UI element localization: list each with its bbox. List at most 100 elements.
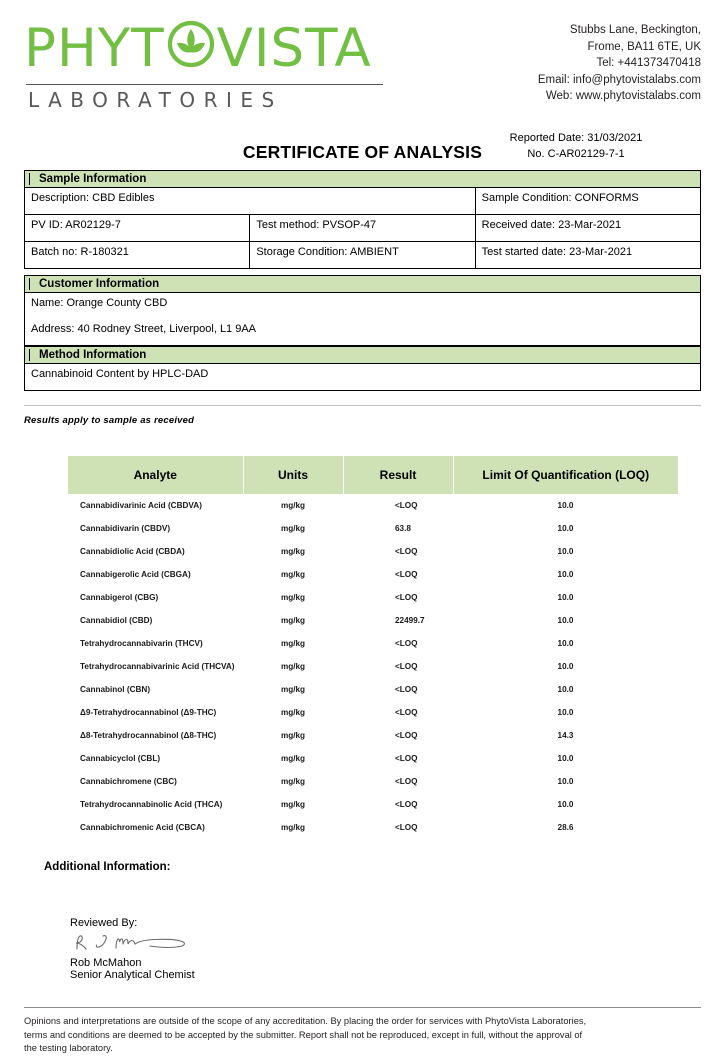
table-row: Address: 40 Rodney Street, Liverpool, L1…: [24, 319, 701, 346]
cell-units: mg/kg: [280, 754, 306, 763]
signature-image: [72, 930, 701, 956]
test-started-date: Test started date: 23-Mar-2021: [474, 241, 702, 269]
company-contact-block: Stubbs Lane, Beckington, Frome, BA11 6TE…: [538, 18, 701, 105]
cell-analyte: Cannabichromene (CBC): [80, 777, 177, 786]
sample-information-heading: Sample Information: [24, 170, 701, 187]
table-row: Δ9-Tetrahydrocannabinol (Δ9-THC) mg/kg <LO…: [68, 701, 678, 724]
cell-units: mg/kg: [280, 800, 306, 809]
results-header-row: Analyte Units Result Limit Of Quantifica…: [68, 456, 678, 494]
table-row: Δ8-Tetrahydrocannabinol (Δ8-THC) mg/kg <LO…: [68, 724, 678, 747]
page-header: PHYT VISTA LABORATORIES Stubbs Lane, Bec…: [24, 0, 701, 112]
table-row: Cannabinoid Content by HPLC-DAD: [24, 363, 701, 391]
footer-line-2: terms and conditions are deemed to be ac…: [24, 1029, 583, 1040]
logo-wordmark: PHYT VISTA: [24, 18, 404, 78]
column-header-units: Units: [243, 456, 344, 494]
table-row: Cannabigerolic Acid (CBGA) mg/kg <LOQ 10.0: [68, 563, 678, 586]
logo-divider: [26, 84, 383, 85]
table-row: Cannabidivarinic Acid (CBDVA) mg/kg <LOQ 10…: [68, 494, 678, 517]
cell-analyte: Cannabigerolic Acid (CBGA): [80, 570, 191, 579]
certificate-number: No. C-AR02129-7-1: [527, 148, 625, 160]
cell-analyte: Cannabicyclol (CBL): [80, 754, 161, 763]
logo-text-second: VISTA: [216, 17, 372, 79]
cell-units: mg/kg: [280, 570, 306, 579]
cell-loq: 28.6: [557, 823, 574, 832]
cell-analyte: Cannabigerol (CBG): [80, 593, 159, 602]
cell-loq: 10.0: [557, 685, 574, 694]
cell-analyte: Δ8-Tetrahydrocannabinol (Δ8-THC): [80, 731, 217, 740]
column-header-loq: Limit Of Quantification (LOQ): [453, 456, 678, 494]
cell-units: mg/kg: [280, 685, 306, 694]
cell-loq: 10.0: [557, 662, 574, 671]
footer-disclaimer: Opinions and interpretations are outside…: [24, 1015, 701, 1056]
cell-result: 22499.7: [395, 616, 425, 625]
table-row: Tetrahydrocannabinolic Acid (THCA) mg/kg <…: [68, 793, 678, 816]
cell-loq: 10.0: [557, 524, 574, 533]
logo-text-first: PHYT: [24, 17, 165, 79]
cell-result: <LOQ: [395, 731, 418, 740]
cell-analyte: Tetrahydrocannabivarin (THCV): [80, 639, 203, 648]
cell-loq: 10.0: [557, 501, 574, 510]
footer-divider: [24, 1007, 701, 1008]
results-table: Analyte Units Result Limit Of Quantifica…: [68, 456, 678, 839]
cell-result: <LOQ: [395, 639, 418, 648]
cell-analyte: Cannabidivarin (CBDV): [80, 524, 171, 533]
certificate-page: PHYT VISTA LABORATORIES Stubbs Lane, Bec…: [23, 0, 702, 981]
table-row: Name: Orange County CBD: [24, 292, 701, 319]
cell-units: mg/kg: [280, 777, 306, 786]
cell-analyte: Cannabidiolic Acid (CBDA): [80, 547, 185, 556]
table-row: PV ID: AR02129-7 Test method: PVSOP-47 R…: [23, 214, 702, 242]
column-header-result: Result: [343, 456, 454, 494]
cell-analyte: Cannabidivarinic Acid (CBDVA): [80, 501, 202, 510]
method-information-table: Cannabinoid Content by HPLC-DAD: [24, 363, 701, 391]
customer-information-table: Name: Orange County CBD Address: 40 Rodn…: [24, 292, 701, 346]
batch-no: Batch no: R-180321: [23, 241, 251, 269]
leaf-circle-icon: [166, 19, 216, 78]
review-block: Reviewed By: Rob McMahon Senior Analytic…: [70, 917, 701, 981]
table-row: Cannabigerol (CBG) mg/kg <LOQ 10.0: [68, 586, 678, 609]
method-description: Cannabinoid Content by HPLC-DAD: [24, 363, 701, 391]
method-information-heading: Method Information: [24, 346, 701, 363]
cell-units: mg/kg: [280, 616, 306, 625]
cell-result: <LOQ: [395, 570, 418, 579]
logo-subtitle: LABORATORIES: [28, 88, 283, 112]
table-row: Cannabichromene (CBC) mg/kg <LOQ 10.0: [68, 770, 678, 793]
sample-information-table: Description: CBD Edibles Sample Conditio…: [23, 187, 702, 269]
cell-units: mg/kg: [280, 593, 306, 602]
table-row: Cannabidiolic Acid (CBDA) mg/kg <LOQ 10.0: [68, 540, 678, 563]
cell-analyte: Cannabidiol (CBD): [80, 616, 153, 625]
cell-result: <LOQ: [395, 662, 418, 671]
cell-units: mg/kg: [280, 524, 306, 533]
customer-information-heading: Customer Information: [24, 275, 701, 292]
additional-information-label: Additional Information:: [44, 861, 171, 873]
cell-analyte: Δ9-Tetrahydrocannabinol (Δ9-THC): [80, 708, 217, 717]
cell-result: <LOQ: [395, 547, 418, 556]
cell-units: mg/kg: [280, 823, 306, 832]
table-row: Tetrahydrocannabivarin (THCV) mg/kg <LOQ 10…: [68, 632, 678, 655]
page-title: CERTIFICATE OF ANALYSIS: [242, 142, 483, 162]
cell-result: <LOQ: [395, 708, 418, 717]
cell-result: <LOQ: [395, 593, 418, 602]
company-logo: PHYT VISTA LABORATORIES: [24, 18, 404, 112]
pv-id: PV ID: AR02129-7: [23, 214, 251, 242]
footer-line-1: Opinions and interpretations are outside…: [24, 1016, 587, 1026]
cell-units: mg/kg: [280, 731, 306, 740]
table-row: Cannabicyclol (CBL) mg/kg <LOQ 10.0: [68, 747, 678, 770]
cell-analyte: Tetrahydrocannabivarinic Acid (THCVA): [80, 662, 235, 671]
cell-loq: 10.0: [557, 639, 574, 648]
results-note: Results apply to sample as received: [24, 415, 195, 426]
cell-result: <LOQ: [395, 777, 418, 786]
section-divider: [24, 405, 701, 406]
sample-description: Description: CBD Edibles: [24, 187, 476, 215]
cell-loq: 10.0: [557, 800, 574, 809]
report-meta: Reported Date: 31/03/2021 No. C-AR02129-…: [451, 130, 701, 162]
cell-analyte: Tetrahydrocannabinolic Acid (THCA): [80, 800, 223, 809]
contact-address-line-1: Stubbs Lane, Beckington,: [569, 24, 701, 36]
customer-name: Name: Orange County CBD: [24, 292, 701, 319]
reported-date: Reported Date: 31/03/2021: [509, 132, 643, 144]
cell-units: mg/kg: [280, 547, 306, 556]
results-table-body: Cannabidivarinic Acid (CBDVA) mg/kg <LOQ 10…: [68, 494, 678, 839]
table-row: Cannabidiol (CBD) mg/kg 22499.7 10.0: [68, 609, 678, 632]
storage-condition: Storage Condition: AMBIENT: [249, 241, 476, 269]
cell-analyte: Cannabichromenic Acid (CBCA): [80, 823, 205, 832]
table-row: Cannabidivarin (CBDV) mg/kg 63.8 10.0: [68, 517, 678, 540]
